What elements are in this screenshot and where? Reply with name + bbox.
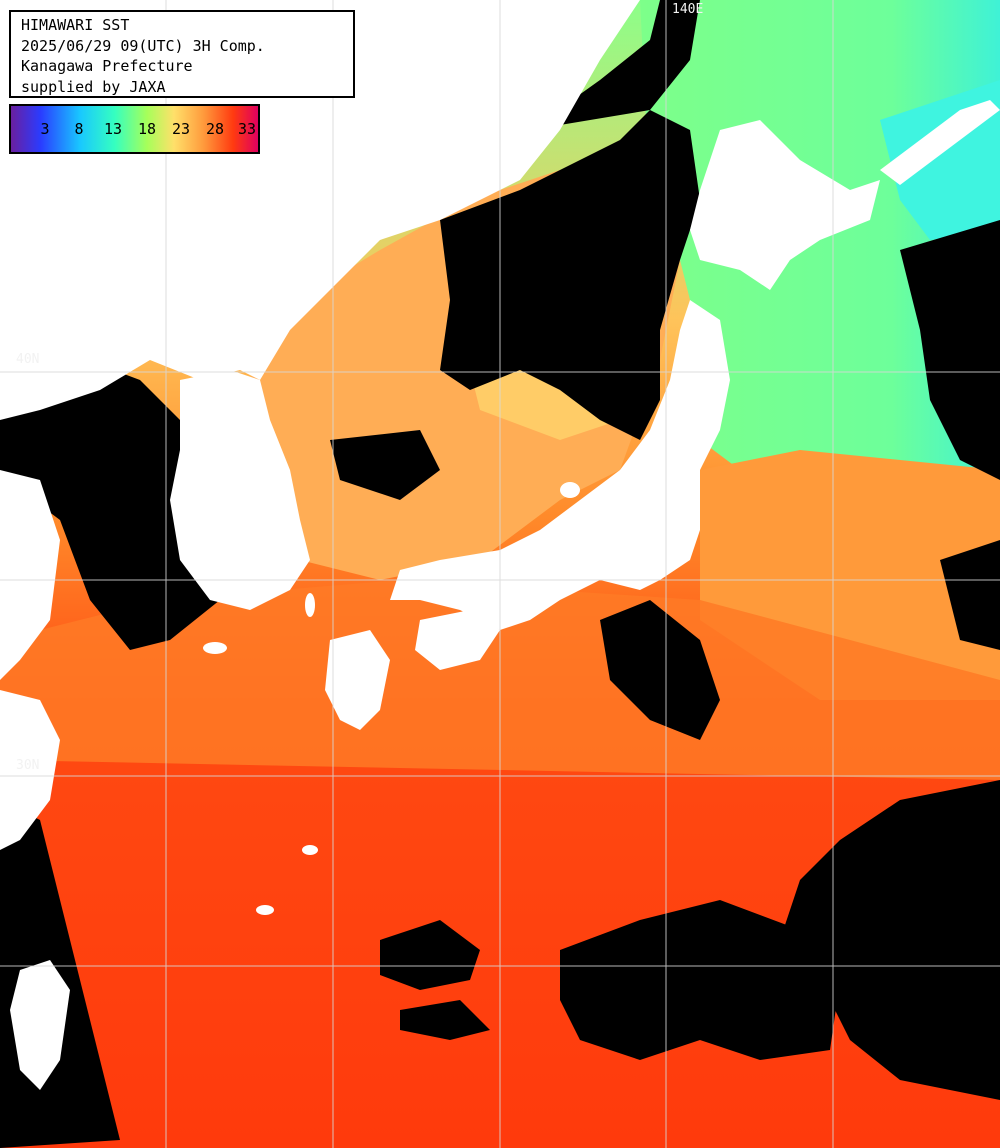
- legend-tick: 18: [137, 120, 157, 138]
- legend-tick: 23: [171, 120, 191, 138]
- lat-30n-label: 30N: [16, 758, 40, 773]
- korean-peninsula: [170, 370, 310, 610]
- lat-40n-label: 40N: [16, 352, 40, 367]
- color-scale-bar: [11, 106, 258, 152]
- timestamp: 2025/06/29 09(UTC) 3H Comp.: [21, 36, 265, 55]
- legend-tick: 13: [103, 120, 123, 138]
- kuril-islands: [880, 100, 1000, 185]
- title-box: HIMAWARI SST 2025/06/29 09(UTC) 3H Comp.…: [9, 10, 355, 98]
- legend-tick: 33: [237, 120, 257, 138]
- lon-140e-label: 140E: [672, 2, 704, 17]
- supplier: supplied by JAXA: [21, 77, 166, 96]
- sado-island: [560, 482, 580, 498]
- okinawa-island: [256, 905, 274, 915]
- legend-tick: 28: [205, 120, 225, 138]
- shikoku: [415, 610, 500, 670]
- taiwan: [10, 960, 70, 1090]
- amami-island: [302, 845, 318, 855]
- china-coast-south: [0, 690, 60, 850]
- tsushima-island: [305, 593, 315, 617]
- legend-tick: 8: [74, 120, 84, 138]
- hokkaido: [690, 120, 880, 290]
- color-scale-legend: 3 8 13 18 23 28 33: [9, 104, 260, 154]
- organization: Kanagawa Prefecture: [21, 57, 193, 75]
- legend-tick: 3: [40, 120, 50, 138]
- china-coast: [0, 470, 60, 680]
- product-title: HIMAWARI SST: [21, 16, 130, 34]
- jeju-island: [203, 642, 227, 654]
- kyushu: [325, 630, 390, 730]
- honshu: [390, 300, 730, 630]
